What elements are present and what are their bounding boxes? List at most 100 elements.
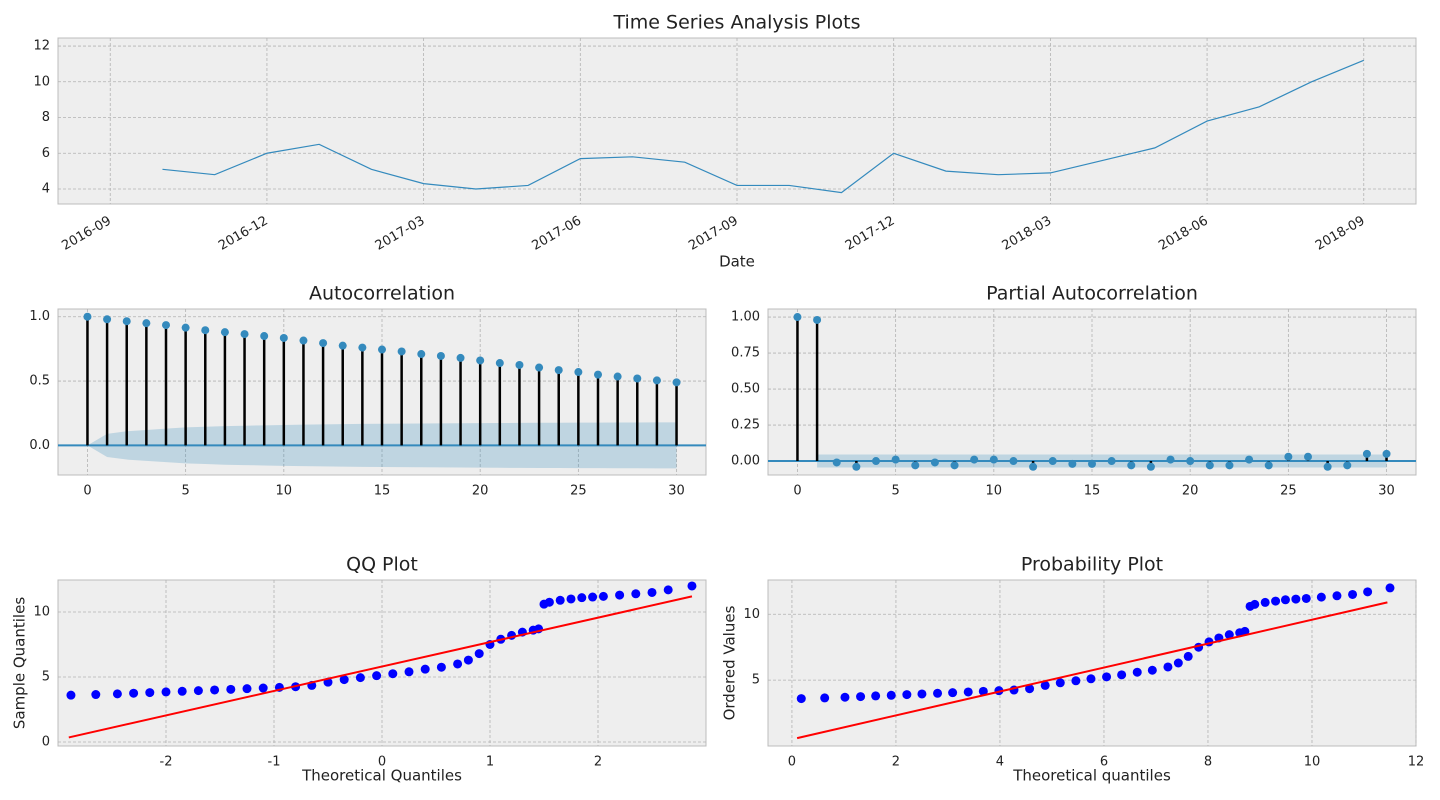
x-axis-label: Date — [719, 253, 755, 271]
stem-marker — [476, 356, 485, 365]
point — [917, 689, 927, 699]
y-tick-label: 0.50 — [731, 382, 760, 397]
point — [1025, 684, 1035, 694]
x-tick-label: 2018-09 — [1313, 214, 1368, 254]
stem-marker — [358, 343, 367, 352]
stem-marker — [1304, 452, 1312, 461]
point — [177, 686, 187, 696]
point — [474, 649, 484, 659]
y-tick-label: 6 — [42, 146, 50, 161]
y-tick-label: 10 — [33, 604, 50, 619]
x-tick-label: 0 — [788, 755, 796, 770]
stem-marker — [633, 374, 642, 383]
chart-title: Partial Autocorrelation — [986, 283, 1198, 305]
point — [420, 664, 430, 674]
point — [112, 689, 122, 699]
point — [161, 687, 171, 697]
stem-marker — [554, 366, 563, 375]
fit-line — [796, 601, 1388, 740]
x-tick-label: 6 — [1100, 755, 1108, 770]
stem-marker — [1048, 457, 1057, 466]
stem-marker — [338, 341, 347, 350]
x-tick-label: 2017-12 — [843, 214, 898, 254]
stem-marker — [1225, 461, 1234, 470]
stem-marker — [279, 333, 288, 342]
y-tick-label: 10 — [33, 74, 50, 89]
stem-marker — [891, 455, 900, 464]
stem-marker — [495, 359, 504, 368]
point — [91, 690, 101, 700]
x-tick-label: 20 — [1182, 484, 1199, 499]
stem-marker — [1029, 462, 1038, 471]
y-tick-label: 5 — [752, 673, 760, 688]
x-tick-label: 30 — [668, 484, 685, 499]
x-tick-label: 20 — [472, 484, 489, 499]
x-tick-label: 10 — [1304, 755, 1321, 770]
stem-marker — [1323, 462, 1332, 471]
point — [933, 688, 943, 698]
point — [1147, 665, 1157, 675]
x-tick-label: 2016-09 — [59, 214, 114, 254]
point — [226, 684, 236, 694]
stem-marker — [613, 372, 622, 381]
stem-marker — [181, 323, 190, 332]
stem-marker — [436, 351, 445, 360]
point — [840, 692, 850, 702]
stem-marker — [813, 315, 822, 324]
point — [647, 587, 657, 597]
point — [1173, 658, 1183, 668]
point — [1332, 591, 1342, 601]
y-tick-label: 0 — [42, 734, 50, 749]
point — [1071, 676, 1081, 686]
point — [1224, 630, 1234, 640]
chart-title: QQ Plot — [346, 554, 418, 576]
stem-marker — [220, 328, 229, 337]
stem-marker — [1186, 457, 1195, 466]
point — [588, 592, 598, 602]
point — [210, 685, 220, 695]
y-tick-label: 10 — [743, 607, 760, 622]
stem-marker — [417, 350, 426, 359]
point — [1316, 592, 1326, 602]
stem-marker — [83, 312, 92, 321]
point — [1363, 587, 1373, 597]
x-tick-label: 30 — [1378, 484, 1395, 499]
x-tick-label: 0 — [793, 484, 801, 499]
y-tick-label: 8 — [42, 110, 50, 125]
x-tick-label: 0 — [378, 755, 386, 770]
x-tick-label: 2018-06 — [1156, 214, 1211, 254]
point — [871, 691, 881, 701]
chart-title: Autocorrelation — [309, 283, 455, 305]
point — [1055, 678, 1065, 688]
chart-title: Probability Plot — [1021, 554, 1163, 576]
y-tick-label: 5 — [42, 669, 50, 684]
stem-marker — [1146, 462, 1155, 471]
x-tick-label: 15 — [374, 484, 391, 499]
stem-marker — [103, 315, 112, 324]
x-tick-label: 15 — [1084, 484, 1101, 499]
stem-marker — [970, 455, 979, 464]
x-tick-label: 0 — [83, 484, 91, 499]
x-tick-label: 5 — [181, 484, 189, 499]
point — [598, 591, 608, 601]
stem-marker — [652, 376, 661, 385]
stem-marker — [1382, 449, 1391, 458]
point — [339, 675, 349, 685]
stem-marker — [456, 353, 465, 362]
stem-marker — [832, 458, 841, 467]
stem-marker — [397, 347, 406, 356]
x-tick-label: 8 — [1204, 755, 1212, 770]
x-tick-label: 4 — [996, 755, 1004, 770]
stem-marker — [515, 360, 524, 369]
x-tick-label: 2018-03 — [1000, 214, 1055, 254]
stem-marker — [1264, 461, 1273, 470]
x-tick-label: 12 — [1408, 755, 1425, 770]
point — [963, 687, 973, 697]
point — [978, 686, 988, 696]
point — [1183, 651, 1193, 661]
y-tick-label: 0.25 — [731, 418, 760, 433]
x-tick-label: 2016-12 — [216, 214, 271, 254]
point — [1040, 680, 1050, 690]
y-axis-label: Ordered Values — [721, 605, 739, 720]
